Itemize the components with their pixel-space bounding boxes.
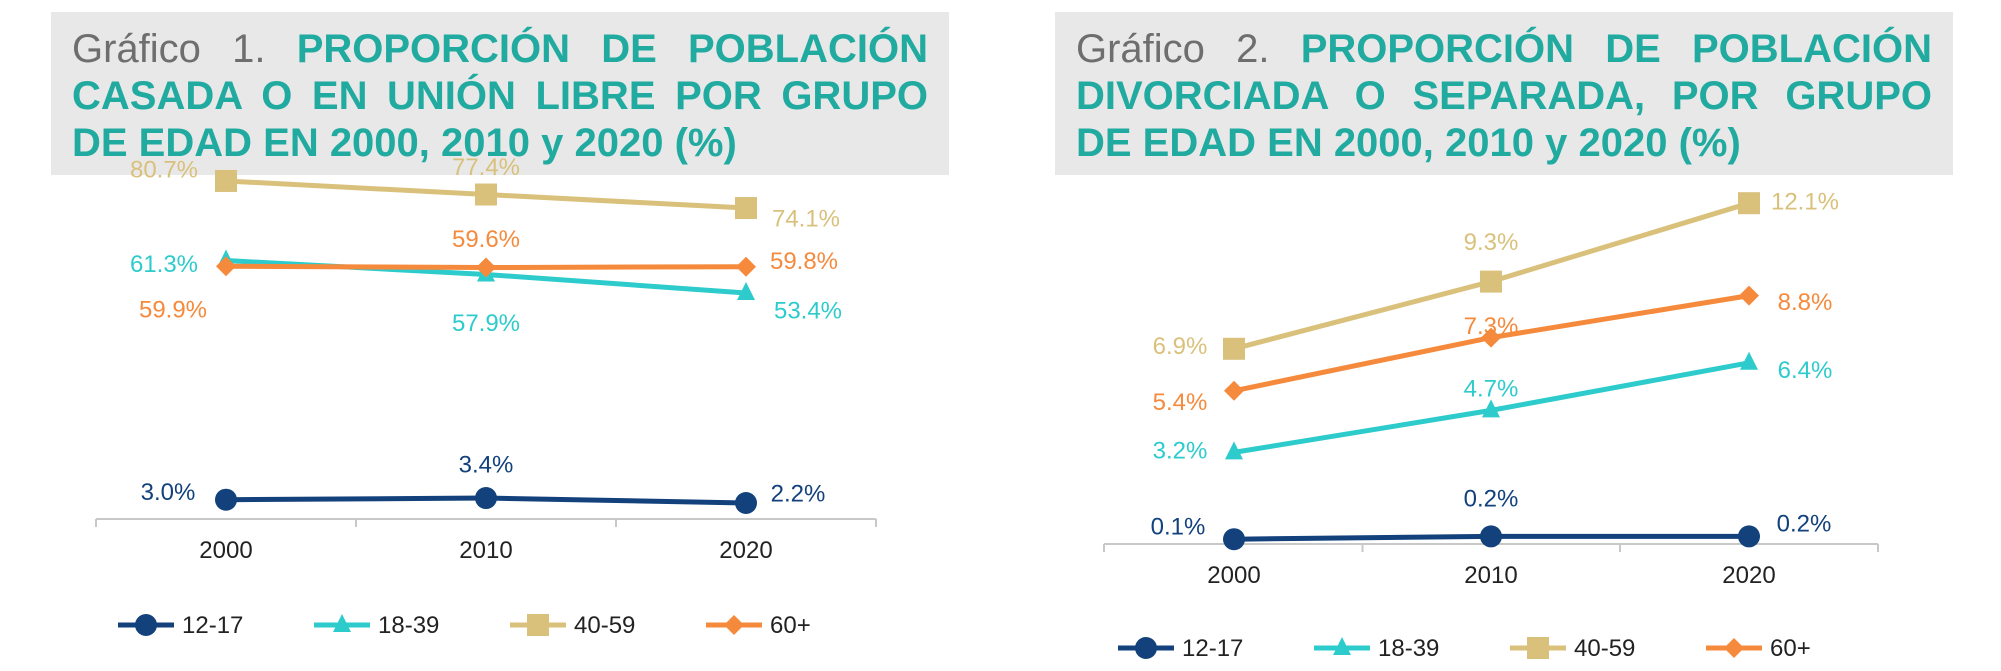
legend-label: 40-59: [574, 612, 635, 639]
data-point-marker: [215, 169, 237, 192]
data-label: 0.2%: [1464, 486, 1519, 513]
data-point-marker: [1223, 528, 1245, 551]
data-point-marker: [215, 488, 237, 511]
data-point-marker: [475, 487, 497, 510]
legend-label: 60+: [1770, 635, 1811, 662]
series-12-17: [215, 487, 757, 514]
legend-marker: [724, 615, 744, 635]
x-tick-label: 2010: [1464, 562, 1517, 589]
data-label: 61.3%: [130, 251, 198, 278]
data-point-marker: [737, 281, 755, 300]
legend-item-60+: 60+: [1706, 635, 1811, 662]
legend-marker: [1135, 637, 1157, 659]
chart-title: Gráfico 2. PROPORCIÓN DE POBLACIÓN DIVOR…: [1076, 26, 1932, 167]
chart-title: Gráfico 1. PROPORCIÓN DE POBLACIÓN CASAD…: [72, 26, 928, 167]
data-label: 59.6%: [452, 226, 520, 253]
x-tick-label: 2000: [199, 537, 252, 564]
legend-item-12-17: 12-17: [118, 612, 243, 639]
data-label: 3.0%: [141, 479, 196, 506]
data-point-marker: [736, 256, 756, 277]
data-point-marker: [1480, 525, 1502, 548]
series-18-39: [1225, 351, 1758, 460]
line-chart-2: 2000 2010 2020 0.1% 0.2% 0.2% 3.2% 4.7% 6.4% 6.9%…: [1103, 189, 1879, 662]
legend-label: 12-17: [1182, 635, 1243, 662]
data-label: 3.2%: [1153, 438, 1208, 465]
legend-marker: [333, 614, 351, 632]
data-label: 4.7%: [1464, 376, 1519, 403]
data-label: 77.4%: [452, 154, 520, 181]
data-point-marker: [1225, 441, 1243, 460]
legend-item-60+: 60+: [706, 612, 811, 639]
data-label: 53.4%: [774, 297, 842, 324]
data-label: 3.4%: [459, 451, 514, 478]
x-tick-label: 2020: [1722, 562, 1775, 589]
data-label: 59.8%: [770, 248, 838, 275]
legend-marker: [1724, 638, 1744, 658]
series-40-59: [1223, 192, 1760, 360]
data-point-marker: [735, 197, 757, 220]
series-12-17: [1223, 525, 1760, 551]
legend-marker: [1527, 637, 1549, 659]
chart-panel-2: Gráfico 2. PROPORCIÓN DE POBLACIÓN DIVOR…: [1000, 0, 2000, 671]
chart-title-prefix: Gráfico 1.: [72, 27, 266, 71]
data-point-marker: [1480, 270, 1502, 293]
data-point-marker: [1738, 525, 1760, 548]
data-label: 80.7%: [130, 156, 198, 183]
data-label: 5.4%: [1153, 389, 1208, 416]
legend-label: 18-39: [378, 612, 439, 639]
data-point-marker: [475, 183, 497, 206]
x-tick-label: 2020: [719, 537, 772, 564]
chart-title-main: PROPORCIÓN DE POBLACIÓN DIVORCIADA O SEP…: [1076, 27, 1932, 165]
data-label: 8.8%: [1778, 289, 1833, 316]
data-label: 7.3%: [1464, 313, 1519, 340]
data-label: 74.1%: [772, 205, 840, 232]
chart-title-prefix: Gráfico 2.: [1076, 27, 1270, 71]
legend-item-18-39: 18-39: [1314, 635, 1439, 662]
chart-title-main: PROPORCIÓN DE POBLACIÓN CASADA O EN UNIÓ…: [72, 27, 928, 165]
legend-label: 40-59: [1574, 635, 1635, 662]
legend-item-40-59: 40-59: [1510, 635, 1635, 662]
legend-label: 60+: [770, 612, 811, 639]
legend-marker: [135, 614, 157, 636]
legend-item-12-17: 12-17: [1118, 635, 1243, 662]
series-60+: [216, 256, 756, 278]
data-point-marker: [1223, 337, 1245, 360]
line-chart-1: 2000 2010 2020 3.0% 3.4% 2.2% 61.3% 57.9% 53.4% 8…: [95, 154, 877, 639]
data-label: 57.9%: [452, 310, 520, 337]
data-label: 9.3%: [1464, 229, 1519, 256]
legend-item-40-59: 40-59: [510, 612, 635, 639]
chart-title-box: Gráfico 2. PROPORCIÓN DE POBLACIÓN DIVOR…: [1055, 12, 1953, 175]
data-point-marker: [1482, 399, 1500, 418]
data-label: 0.1%: [1151, 514, 1206, 541]
data-label: 2.2%: [771, 480, 826, 507]
chart-panel-1: Gráfico 1. PROPORCIÓN DE POBLACIÓN CASAD…: [0, 0, 1000, 671]
data-point-marker: [1738, 192, 1760, 215]
x-tick-label: 2010: [459, 537, 512, 564]
data-label: 0.2%: [1777, 511, 1832, 538]
data-point-marker: [476, 257, 496, 278]
chart-title-box: Gráfico 1. PROPORCIÓN DE POBLACIÓN CASAD…: [51, 12, 949, 175]
legend-marker: [1333, 637, 1351, 655]
data-point-marker: [216, 256, 236, 277]
legend-label: 18-39: [1378, 635, 1439, 662]
data-point-marker: [1739, 285, 1759, 306]
legend-marker: [527, 614, 549, 636]
x-tick-label: 2000: [1207, 562, 1260, 589]
data-point-marker: [735, 491, 757, 514]
series-60+: [1224, 285, 1759, 401]
data-point-marker: [1481, 327, 1501, 348]
data-label: 6.9%: [1153, 333, 1208, 360]
data-point-marker: [1740, 351, 1758, 370]
data-label: 59.9%: [139, 297, 207, 324]
data-label: 12.1%: [1771, 189, 1839, 216]
data-point-marker: [1224, 380, 1244, 401]
legend-label: 12-17: [182, 612, 243, 639]
series-40-59: [215, 169, 757, 220]
data-label: 6.4%: [1778, 357, 1833, 384]
legend-item-18-39: 18-39: [314, 612, 439, 639]
